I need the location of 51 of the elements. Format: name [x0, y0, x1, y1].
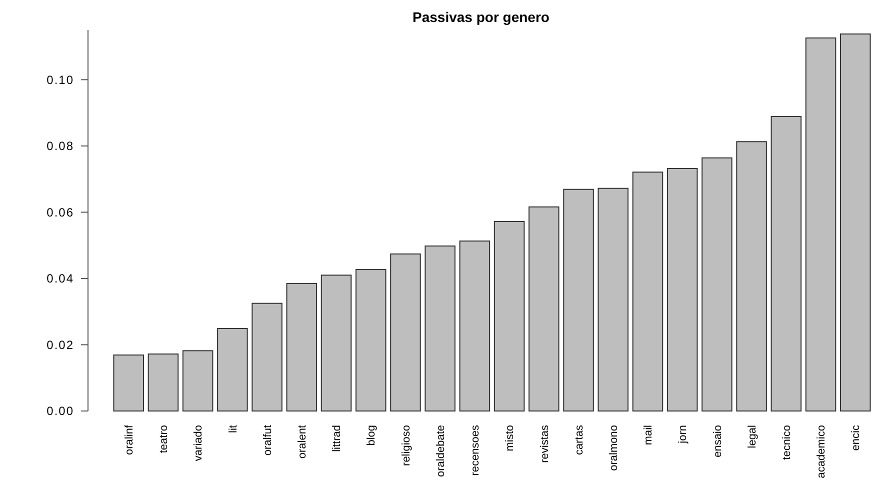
bar — [355, 269, 386, 412]
x-tick-label: cartas — [573, 424, 586, 455]
bar — [805, 37, 836, 412]
bar — [182, 350, 214, 412]
x-tick-label: oralinf — [123, 424, 136, 455]
x-tick-label: academico — [816, 425, 828, 478]
bar — [148, 354, 179, 412]
bar — [286, 282, 318, 412]
bar — [113, 354, 144, 412]
y-tick-label: 0.06 — [46, 205, 74, 220]
bar — [563, 188, 594, 412]
bar — [840, 33, 871, 412]
bar — [632, 172, 664, 412]
bar — [666, 168, 698, 412]
bar — [736, 141, 767, 412]
x-tick-label: jorn — [677, 425, 690, 444]
x-tick-label: ensaio — [712, 425, 724, 458]
y-tick-label: 0.04 — [46, 272, 74, 286]
x-tick-label: tecnico — [781, 425, 794, 460]
y-tick-label: 0.10 — [46, 72, 74, 87]
bar — [320, 274, 352, 412]
bar — [217, 328, 248, 412]
bar — [702, 157, 732, 412]
bar — [770, 116, 802, 412]
x-tick-label: littrad — [331, 425, 344, 452]
bar — [528, 206, 560, 412]
y-tick-label: 0.02 — [46, 338, 74, 352]
x-tick-label: lit — [227, 425, 240, 433]
x-tick-label: encic — [850, 424, 862, 451]
x-tick-label: blog — [366, 425, 378, 446]
y-tick-label: 0.08 — [46, 139, 74, 154]
x-tick-label: misto — [504, 425, 516, 452]
bar — [459, 240, 490, 412]
chart-title: Passivas por genero — [412, 9, 550, 25]
x-tick-label: mail — [642, 425, 655, 446]
x-tick-label: revistas — [538, 424, 551, 463]
bar — [494, 220, 525, 412]
x-tick-label: oraldebate — [434, 425, 447, 477]
x-tick-label: legal — [746, 425, 758, 448]
x-tick-label: recensoes — [470, 424, 482, 476]
bar — [252, 302, 282, 412]
bar — [390, 253, 421, 412]
y-tick-label: 0.00 — [46, 404, 74, 418]
x-tick-label: oralmono — [608, 425, 620, 471]
x-tick-label: oralent — [296, 425, 309, 459]
x-tick-label: variado — [192, 425, 205, 462]
x-tick-label: teatro — [158, 425, 170, 454]
bar — [598, 188, 629, 412]
x-tick-label: religioso — [400, 425, 412, 466]
bar — [424, 246, 456, 412]
x-tick-label: oralfut — [262, 425, 274, 456]
